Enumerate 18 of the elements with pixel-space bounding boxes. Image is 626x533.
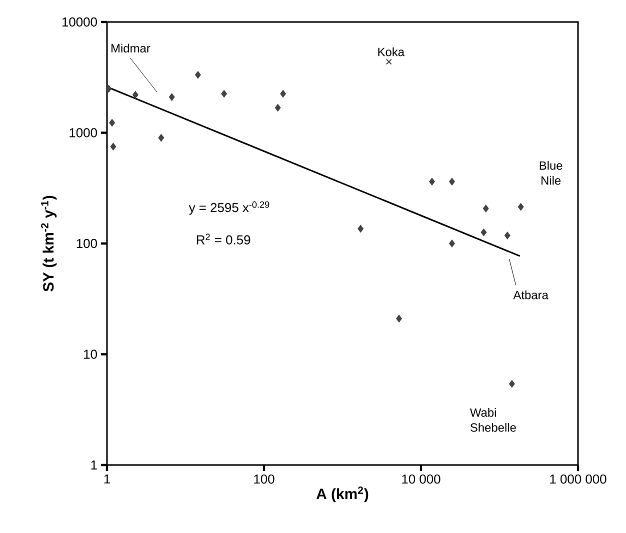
x-axis-title: A (km$^{2}$) (316, 486, 368, 502)
annotation: Blue Nile (540, 161, 562, 185)
annotation: Midmar (112, 44, 150, 53)
x-tick-label: 1 (104, 474, 110, 484)
annotation: Koka (378, 47, 405, 56)
y-tick-label: 1000 (70, 128, 97, 138)
annotation: Wabi Shebelle (470, 408, 516, 432)
annotation: y = 2595 x$^{-0.29}$ (188, 201, 270, 215)
x-tick-label: 100 (254, 474, 274, 484)
x-tick-label: 1 000 000 (550, 474, 606, 484)
y-tick-label: 10 (84, 350, 97, 359)
x-tick-label: 10 000 (402, 474, 440, 484)
y-tick-label: 10000 (62, 17, 97, 27)
y-tick-label: 100 (76, 238, 97, 248)
y-axis-title: SY (t km$^{-2}$ y$^{-1}$) (41, 196, 57, 292)
annotation: R$^{2}$ = 0.59 (196, 234, 250, 244)
annotation: Atbara (513, 290, 548, 300)
y-tick-label: 1 (91, 460, 97, 470)
